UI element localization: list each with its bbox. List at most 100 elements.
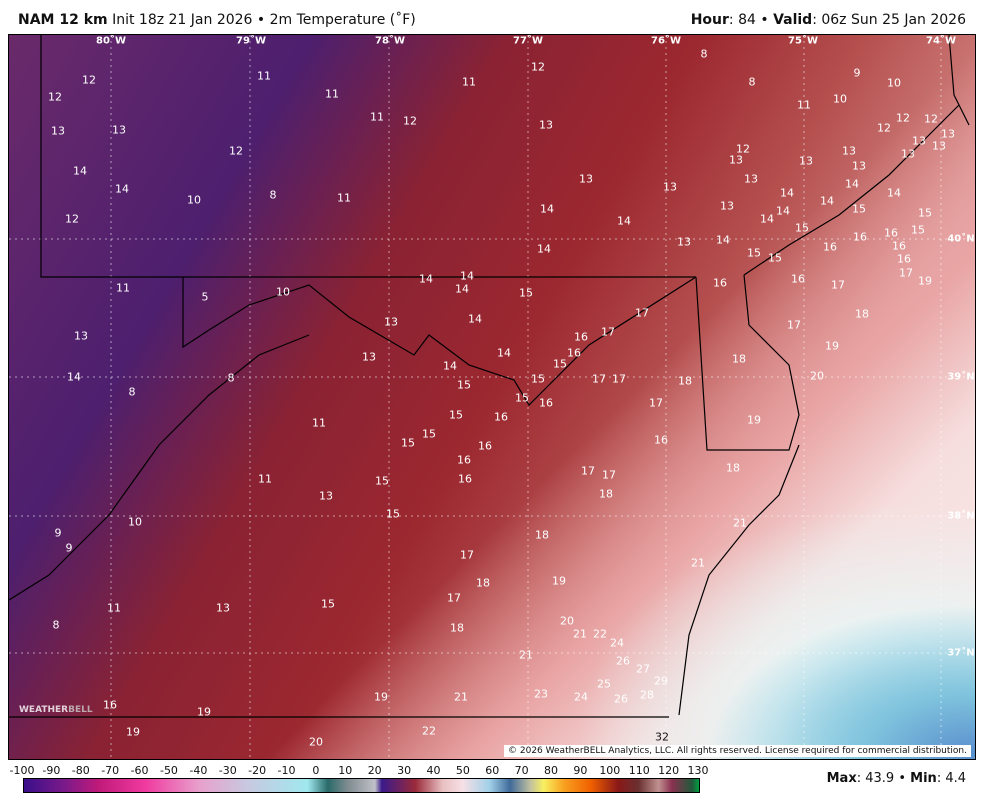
field-name: 2m Temperature (˚F) <box>269 12 416 28</box>
temperature-label: 21 <box>454 690 468 704</box>
temperature-label: 13 <box>663 180 677 194</box>
temperature-label: 14 <box>760 212 774 226</box>
init-time: Init 18z 21 Jan 2026 <box>112 12 253 28</box>
temperature-label: 5 <box>201 290 209 304</box>
colorbar-tick-label: 10 <box>338 764 353 777</box>
temperature-label: 16 <box>713 276 727 290</box>
temperature-label: 16 <box>654 433 668 447</box>
temperature-label: 16 <box>457 453 471 467</box>
temperature-label: 18 <box>726 461 740 475</box>
temperature-label: 20 <box>309 735 323 749</box>
temperature-label: 17 <box>460 548 474 562</box>
temperature-label: 12 <box>736 142 750 156</box>
temperature-label: 16 <box>539 396 553 410</box>
temperature-label: 17 <box>601 325 615 339</box>
temperature-label: 11 <box>258 472 272 486</box>
temperature-label: 15 <box>747 246 761 260</box>
hour-label: Hour <box>690 12 729 28</box>
longitude-label: 78˚W <box>375 35 405 47</box>
temperature-label: 15 <box>422 427 436 441</box>
temperature-label: 12 <box>48 90 62 104</box>
temperature-label: 13 <box>901 147 915 161</box>
weatherbell-logo: WEATHERBELL <box>19 705 93 715</box>
temperature-label: 8 <box>52 618 60 632</box>
temperature-label: 18 <box>450 621 464 635</box>
temperature-label: 8 <box>700 47 708 61</box>
colorbar-tick-label: -50 <box>159 764 178 777</box>
temperature-label: 26 <box>614 692 628 706</box>
temperature-label: 27 <box>636 662 650 676</box>
colorbar-tick-label: 120 <box>658 764 680 777</box>
temperature-label: 17 <box>592 372 606 386</box>
colorbar-tick-label: 110 <box>628 764 650 777</box>
temperature-map: 80˚W 79˚W 78˚W 77˚W 76˚W 75˚W 74˚W 40˚N 39˚N 38˚… <box>8 34 976 760</box>
model-name: NAM 12 km <box>18 12 108 28</box>
temperature-label: 10 <box>276 285 290 299</box>
temperature-label: 12 <box>896 111 910 125</box>
temperature-label: 14 <box>540 202 554 216</box>
temperature-label: 21 <box>519 648 533 662</box>
temperature-label: 17 <box>612 372 626 386</box>
temperature-label: 19 <box>747 413 761 427</box>
temperature-label: 26 <box>616 654 630 668</box>
colorbar-tick-label: -20 <box>248 764 267 777</box>
temperature-label: 11 <box>312 416 326 430</box>
temperature-label: 11 <box>337 191 351 205</box>
colorbar <box>23 778 700 793</box>
temperature-label: 15 <box>519 286 533 300</box>
colorbar-tick-label: 90 <box>573 764 588 777</box>
max-value: : 43.9 <box>856 771 895 786</box>
separator: • <box>256 12 266 28</box>
temperature-label: 14 <box>419 272 433 286</box>
separator: • <box>760 12 769 28</box>
temperature-label: 9 <box>853 66 861 80</box>
temperature-label: 18 <box>476 576 490 590</box>
temperature-label: 18 <box>535 528 549 542</box>
temperature-label: 11 <box>325 87 339 101</box>
colorbar-tick-label: -100 <box>9 764 35 777</box>
temperature-label: 18 <box>678 374 692 388</box>
temperature-label: 10 <box>833 92 847 106</box>
temperature-label: 14 <box>455 282 469 296</box>
temperature-label: 11 <box>116 281 130 295</box>
colorbar-tick-label: -10 <box>277 764 296 777</box>
temperature-label: 16 <box>897 252 911 266</box>
temperature-label: 21 <box>573 627 587 641</box>
colorbar-tick-label: 20 <box>367 764 382 777</box>
temperature-label: 16 <box>574 330 588 344</box>
temperature-label: 13 <box>677 235 691 249</box>
temperature-label: 13 <box>216 601 230 615</box>
temperature-label: 19 <box>918 274 932 288</box>
temperature-label: 16 <box>458 472 472 486</box>
longitude-label: 80˚W <box>96 35 126 47</box>
temperature-label: 14 <box>780 186 794 200</box>
temperature-label: 16 <box>478 439 492 453</box>
temperature-label: 10 <box>128 515 142 529</box>
temperature-label: 15 <box>457 378 471 392</box>
temperature-label: 13 <box>932 139 946 153</box>
temperature-label: 13 <box>579 172 593 186</box>
temperature-label: 14 <box>776 204 790 218</box>
temperature-label: 9 <box>54 526 62 540</box>
temperature-label: 22 <box>593 627 607 641</box>
temperature-label: 14 <box>537 242 551 256</box>
temperature-label: 14 <box>67 370 81 384</box>
temperature-label: 14 <box>460 269 474 283</box>
temperature-label: 14 <box>887 186 901 200</box>
temperature-label: 12 <box>877 121 891 135</box>
temperature-label: 19 <box>374 690 388 704</box>
temperature-label: 17 <box>787 318 801 332</box>
temperature-label: 15 <box>768 251 782 265</box>
temperature-label: 21 <box>733 516 747 530</box>
temperature-label: 15 <box>918 206 932 220</box>
longitude-label: 79˚W <box>236 35 266 47</box>
colorbar-tick-label: 130 <box>687 764 709 777</box>
temperature-label: 16 <box>892 239 906 253</box>
colorbar-tick-label: -40 <box>189 764 208 777</box>
colorbar-tick-label: -80 <box>71 764 90 777</box>
hour-value: : 84 <box>728 12 756 28</box>
temperature-label: 19 <box>126 725 140 739</box>
temperature-label: 9 <box>65 541 73 555</box>
temperature-label: 28 <box>640 688 654 702</box>
temperature-label: 15 <box>321 597 335 611</box>
